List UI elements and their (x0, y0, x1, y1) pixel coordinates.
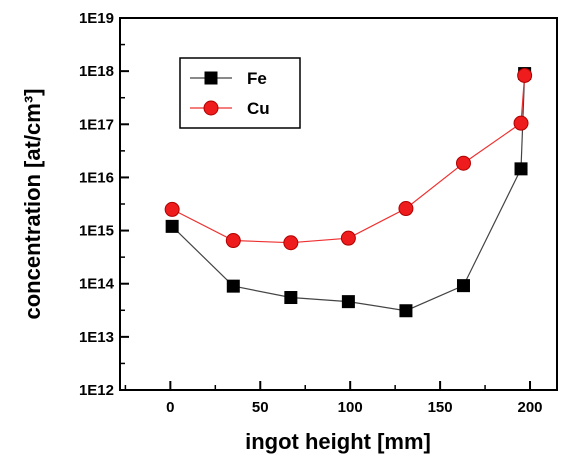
x-tick-label-0: 0 (166, 399, 174, 416)
point-cu-6 (513, 115, 529, 131)
series-layer (164, 67, 533, 318)
y-tick-label-2: 1E14 (79, 276, 115, 293)
y-tick-label-4: 1E16 (79, 169, 114, 186)
legend-marker-cu (203, 100, 219, 116)
x-tick-label-4: 200 (518, 399, 543, 416)
series-line-cu (171, 75, 526, 244)
y-tick-label-5: 1E17 (79, 116, 114, 133)
x-tick-label-3: 150 (428, 399, 453, 416)
point-cu-5 (455, 155, 471, 171)
legend-label-fe: Fe (247, 69, 267, 88)
y-axis: 1E12 1E13 1E14 1E15 1E16 1E17 1E18 1E19 (79, 10, 129, 399)
x-axis: 0 50 100 150 200 (124, 381, 543, 416)
y-tick-label-7: 1E19 (79, 10, 114, 27)
y-tick-label-6: 1E18 (79, 63, 114, 80)
point-fe-3 (341, 295, 355, 309)
point-fe-4 (399, 304, 413, 318)
point-fe-5 (456, 279, 470, 293)
y-tick-label-3: 1E15 (79, 223, 114, 240)
x-tick-label-1: 50 (252, 399, 269, 416)
point-cu-4 (398, 201, 414, 217)
x-axis-title: ingot height [mm] (245, 429, 431, 454)
legend-label-cu: Cu (247, 99, 270, 118)
point-cu-0 (164, 201, 180, 217)
point-fe-6 (514, 162, 528, 176)
point-cu-7 (517, 67, 533, 83)
y-axis-title: concentration [at/cm³] (20, 88, 45, 319)
series-line-fe (171, 73, 526, 312)
point-fe-2 (284, 291, 298, 305)
legend-marker-fe (204, 71, 218, 85)
x-tick-label-2: 100 (338, 399, 363, 416)
point-cu-2 (283, 235, 299, 251)
point-cu-3 (340, 230, 356, 246)
y-tick-label-0: 1E12 (79, 382, 114, 399)
legend-box (179, 57, 301, 129)
point-fe-0 (165, 219, 179, 233)
y-tick-label-1: 1E13 (79, 329, 114, 346)
point-cu-1 (225, 233, 241, 249)
point-fe-1 (226, 279, 240, 293)
legend: Fe Cu (179, 57, 301, 129)
